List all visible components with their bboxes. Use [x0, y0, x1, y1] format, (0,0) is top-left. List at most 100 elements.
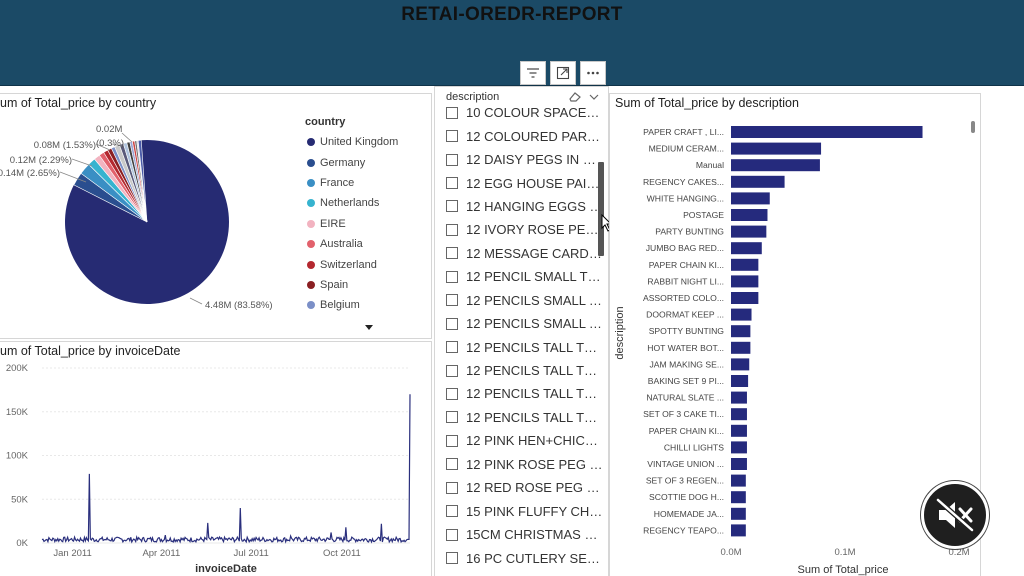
- slicer-item[interactable]: 12 RED ROSE PEG PLA...: [446, 476, 604, 499]
- bar[interactable]: [731, 358, 750, 371]
- pie-chart-title: um of Total_price by country: [0, 96, 157, 110]
- bar[interactable]: [731, 408, 747, 421]
- legend-item[interactable]: Netherlands: [305, 193, 398, 213]
- slicer-checkbox[interactable]: [446, 294, 458, 307]
- slicer-item[interactable]: 12 PENCILS TALL TUBE...: [446, 382, 604, 405]
- slicer-checkbox[interactable]: [446, 434, 458, 447]
- bar[interactable]: [731, 258, 759, 271]
- slicer-item[interactable]: 12 DAISY PEGS IN WO...: [446, 148, 604, 171]
- bar[interactable]: [731, 192, 770, 205]
- bar[interactable]: [731, 375, 749, 387]
- mute-button[interactable]: [921, 481, 989, 549]
- line-series[interactable]: [41, 394, 411, 544]
- description-slicer-panel[interactable]: [434, 86, 609, 576]
- bar-chart-scrollbar-thumb[interactable]: [971, 121, 975, 133]
- filter-button[interactable]: [520, 61, 546, 85]
- slicer-item[interactable]: 12 COLOURED PARTY ...: [446, 124, 604, 147]
- slicer-item[interactable]: 12 IVORY ROSE PEG P...: [446, 218, 604, 241]
- legend-item[interactable]: EIRE: [305, 214, 398, 234]
- slicer-checkbox[interactable]: [446, 528, 458, 541]
- slicer-scrollbar-thumb[interactable]: [598, 162, 604, 256]
- chevron-down-icon[interactable]: [589, 93, 599, 101]
- bar-chart-panel[interactable]: [609, 93, 981, 576]
- bar[interactable]: [731, 159, 820, 172]
- slicer-item[interactable]: 10 COLOUR SPACEBO...: [446, 101, 604, 124]
- slicer-checkbox[interactable]: [446, 153, 458, 166]
- slicer-item[interactable]: 12 PENCILS SMALL TU...: [446, 289, 604, 312]
- slicer-checkbox[interactable]: [446, 341, 458, 354]
- legend-item[interactable]: United Kingdom: [305, 132, 398, 152]
- bar[interactable]: [731, 458, 747, 470]
- bar[interactable]: [731, 209, 768, 221]
- pie-slice[interactable]: [137, 139, 148, 223]
- slicer-item-label: 12 RED ROSE PEG PLA...: [466, 480, 604, 496]
- slicer-item[interactable]: 15CM CHRISTMAS GL...: [446, 523, 604, 546]
- focus-mode-button[interactable]: [550, 61, 576, 85]
- bar[interactable]: [731, 474, 746, 487]
- bar[interactable]: [731, 391, 747, 404]
- slicer-checkbox[interactable]: [446, 223, 458, 236]
- slicer-checkbox[interactable]: [446, 458, 458, 471]
- legend-item[interactable]: Belgium: [305, 295, 398, 315]
- bar[interactable]: [731, 524, 746, 537]
- bar[interactable]: [731, 175, 785, 188]
- slicer-checkbox[interactable]: [446, 270, 458, 283]
- slicer-checkbox[interactable]: [446, 130, 458, 143]
- bar[interactable]: [731, 225, 767, 238]
- bar[interactable]: [731, 275, 759, 288]
- legend-item[interactable]: Australia: [305, 234, 398, 254]
- slicer-checkbox[interactable]: [446, 200, 458, 213]
- slicer-checkbox[interactable]: [446, 552, 458, 565]
- bar[interactable]: [731, 126, 923, 138]
- slicer-item-label: 10 COLOUR SPACEBO...: [466, 105, 604, 121]
- x-tick-label: Apr 2011: [142, 548, 180, 559]
- bar[interactable]: [731, 507, 746, 520]
- slicer-checkbox[interactable]: [446, 505, 458, 518]
- line-chart-panel[interactable]: [0, 341, 432, 576]
- slicer-header: description: [446, 91, 500, 103]
- bar[interactable]: [731, 292, 759, 304]
- slicer-item[interactable]: 12 PINK ROSE PEG PL...: [446, 453, 604, 476]
- bar[interactable]: [731, 424, 747, 437]
- legend-item[interactable]: Switzerland: [305, 254, 398, 274]
- legend-item[interactable]: Germany: [305, 152, 398, 172]
- pie-leader-line: [71, 158, 93, 167]
- legend-item[interactable]: France: [305, 173, 398, 193]
- slicer-checkbox[interactable]: [446, 106, 458, 119]
- more-options-button[interactable]: [580, 61, 606, 85]
- bar[interactable]: [731, 341, 751, 354]
- bar[interactable]: [731, 142, 822, 155]
- legend-item[interactable]: Spain: [305, 275, 398, 295]
- slicer-item[interactable]: 12 HANGING EGGS H...: [446, 195, 604, 218]
- slicer-item[interactable]: 12 EGG HOUSE PAINT...: [446, 171, 604, 194]
- legend-scroll-down-icon[interactable]: [364, 324, 374, 332]
- slicer-checkbox[interactable]: [446, 177, 458, 190]
- eraser-icon[interactable]: [568, 91, 582, 103]
- bar[interactable]: [731, 491, 746, 504]
- y-tick-label: 50K: [11, 494, 29, 505]
- slicer-item[interactable]: 12 PENCIL SMALL TUB...: [446, 265, 604, 288]
- slicer-item[interactable]: 12 PENCILS TALL TUBE...: [446, 335, 604, 358]
- slicer-item[interactable]: 12 PENCILS SMALL TU...: [446, 312, 604, 335]
- bar[interactable]: [731, 308, 752, 321]
- pie-leader-line: [59, 171, 87, 183]
- slicer-item[interactable]: 12 MESSAGE CARDS ...: [446, 242, 604, 265]
- slicer-checkbox[interactable]: [446, 481, 458, 494]
- line-chart[interactable]: 0K 50K 100K 150K 200K Jan 2011 Apr 2011 Jul 201…: [0, 356, 432, 576]
- bar-chart[interactable]: PAPER CRAFT , LI... MEDIUM CERAM... Manual…: [610, 106, 980, 576]
- slicer-item[interactable]: 15 PINK FLUFFY CHICK...: [446, 499, 604, 522]
- bar[interactable]: [731, 441, 747, 454]
- slicer-item[interactable]: 12 PENCILS TALL TUBE...: [446, 359, 604, 382]
- slicer-item[interactable]: 16 PC CUTLERY SET PA...: [446, 546, 604, 569]
- slicer-item[interactable]: 12 PENCILS TALL TUBE...: [446, 406, 604, 429]
- bar-category-label: NATURAL SLATE ...: [646, 393, 724, 403]
- bar[interactable]: [731, 242, 762, 255]
- slicer-checkbox[interactable]: [446, 387, 458, 400]
- slicer-checkbox[interactable]: [446, 411, 458, 424]
- pie-chart[interactable]: 4.48M (83.58%) 0.14M (2.65%) 0.12M (2.29%)…: [0, 106, 300, 336]
- slicer-item[interactable]: 12 PINK HEN+CHICKS...: [446, 429, 604, 452]
- slicer-checkbox[interactable]: [446, 364, 458, 377]
- slicer-checkbox[interactable]: [446, 247, 458, 260]
- slicer-checkbox[interactable]: [446, 317, 458, 330]
- bar[interactable]: [731, 325, 751, 338]
